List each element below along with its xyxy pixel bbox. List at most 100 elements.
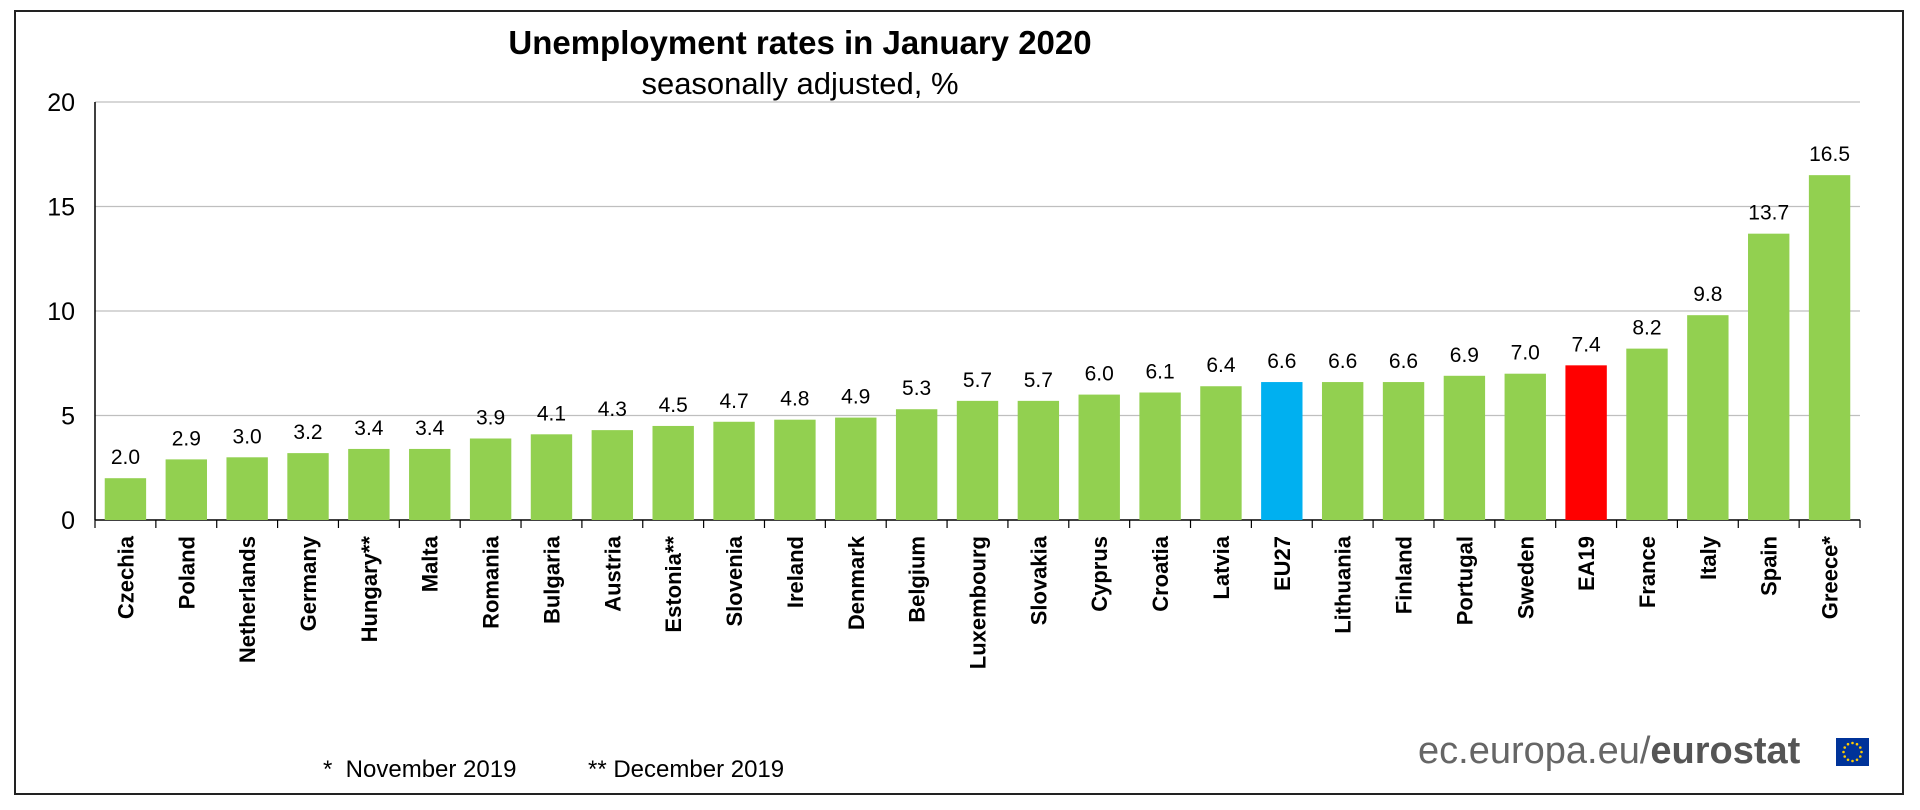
x-category-label: Czechia <box>113 535 138 619</box>
x-axis-labels: Czechia Poland Netherlands Germany Hungary**… <box>113 535 1842 669</box>
bar-romania <box>469 438 512 520</box>
bar-luxembourg <box>956 400 999 520</box>
x-category-label: Finland <box>1392 536 1417 614</box>
x-category-label: France <box>1635 536 1660 608</box>
bar-croatia <box>1139 392 1181 520</box>
x-category-label: Sweden <box>1513 536 1538 619</box>
data-label: 6.6 <box>1328 350 1357 373</box>
bar-finland <box>1382 382 1425 520</box>
source-domain: ec.europa.eu/ <box>1418 730 1651 772</box>
data-label: 4.1 <box>537 402 566 425</box>
data-label: 9.8 <box>1693 283 1722 306</box>
x-category-label: Germany <box>296 535 321 631</box>
x-category-label: Spain <box>1757 536 1782 596</box>
bar-belgium <box>895 409 938 520</box>
data-label: 6.1 <box>1145 361 1174 384</box>
x-category-label: Poland <box>174 536 199 609</box>
bar-portugal <box>1443 375 1486 520</box>
data-label: 2.9 <box>172 427 201 450</box>
data-label: 6.0 <box>1085 363 1114 386</box>
x-category-label: Estonia** <box>661 536 686 633</box>
bar-france <box>1626 348 1668 520</box>
bar-slovakia <box>1017 400 1060 520</box>
x-category-label: Austria <box>600 535 625 612</box>
y-tick-label: 10 <box>47 298 75 326</box>
bar-czechia <box>104 478 147 520</box>
bar-denmark <box>835 417 877 520</box>
data-label: 4.3 <box>598 398 627 421</box>
data-label: 7.0 <box>1511 342 1540 365</box>
x-category-label: Lithuania <box>1331 535 1356 634</box>
x-category-label: Luxembourg <box>966 536 991 669</box>
data-label: 5.7 <box>963 369 992 392</box>
bar-spain <box>1748 233 1790 521</box>
chart-title: Unemployment rates in January 2020 <box>508 24 1091 61</box>
bar-malta <box>409 448 451 520</box>
x-category-label: Slovenia <box>722 535 747 626</box>
x-category-label: Latvia <box>1209 535 1234 599</box>
bar-poland <box>165 459 207 520</box>
x-category-label: Italy <box>1696 535 1721 580</box>
footnote-november: * November 2019 <box>323 756 516 783</box>
data-label: 3.9 <box>476 406 505 429</box>
data-label: 4.9 <box>841 386 870 409</box>
x-category-label: Portugal <box>1452 536 1477 625</box>
x-category-label: EA19 <box>1574 536 1599 591</box>
y-tick-label: 0 <box>61 507 75 535</box>
x-category-label: Croatia <box>1148 535 1173 612</box>
data-label: 4.7 <box>719 390 748 413</box>
data-label: 4.5 <box>659 394 688 417</box>
bar-estonia <box>652 425 694 520</box>
bar-sweden <box>1504 373 1546 520</box>
x-category-label: Romania <box>479 535 504 629</box>
data-label: 8.2 <box>1632 317 1661 340</box>
y-tick-label: 15 <box>47 194 75 222</box>
x-category-label: Malta <box>418 535 443 592</box>
x-category-label: Belgium <box>905 536 930 623</box>
eu-flag-icon <box>1836 738 1869 766</box>
bar-hungary <box>348 448 390 520</box>
bars <box>104 175 1851 521</box>
source-text: ec.europa.eu/eurostat <box>1418 730 1801 772</box>
x-category-label: Slovakia <box>1026 535 1051 625</box>
bar-lithuania <box>1321 382 1364 520</box>
footnote-december: ** December 2019 <box>588 756 784 783</box>
y-tick-label: 20 <box>47 89 75 117</box>
data-label: 3.4 <box>415 417 445 440</box>
bar-austria <box>591 430 634 520</box>
bar-cyprus <box>1078 394 1120 520</box>
data-label: 3.4 <box>354 417 384 440</box>
y-axis-ticks: 0 5 10 15 20 <box>47 89 75 535</box>
bar-latvia <box>1200 386 1242 520</box>
data-label: 4.8 <box>780 388 809 411</box>
bar-italy <box>1687 315 1729 520</box>
source-brand: eurostat <box>1650 730 1800 772</box>
x-category-label: Cyprus <box>1087 536 1112 612</box>
data-label: 6.6 <box>1267 350 1296 373</box>
bar-eu27 <box>1261 382 1303 520</box>
bar-netherlands <box>226 457 268 520</box>
bar-greece <box>1808 175 1851 520</box>
data-label: 13.7 <box>1748 202 1789 225</box>
data-label: 16.5 <box>1809 143 1850 166</box>
x-category-label: Greece* <box>1818 536 1843 620</box>
bar-bulgaria <box>530 434 573 520</box>
data-label: 7.4 <box>1572 333 1602 356</box>
y-tick-label: 5 <box>61 403 75 431</box>
data-label: 2.0 <box>111 446 140 469</box>
x-category-label: Netherlands <box>235 536 260 663</box>
data-label: 5.3 <box>902 377 931 400</box>
bar-slovenia <box>713 421 755 520</box>
bar-germany <box>287 453 329 520</box>
bar-ea19 <box>1565 365 1607 520</box>
data-label: 5.7 <box>1024 369 1053 392</box>
data-label: 6.4 <box>1206 354 1236 377</box>
x-category-label: EU27 <box>1270 536 1295 591</box>
bar-ireland <box>774 419 816 520</box>
data-labels: 2.0 2.9 3.0 3.2 3.4 3.4 3.9 4.1 4.3 4.5 4.7 4.8 4.9 5… <box>111 143 1850 469</box>
x-category-label: Denmark <box>844 535 869 630</box>
data-label: 6.6 <box>1389 350 1418 373</box>
x-category-label: Bulgaria <box>539 535 564 624</box>
data-label: 6.9 <box>1450 344 1479 367</box>
